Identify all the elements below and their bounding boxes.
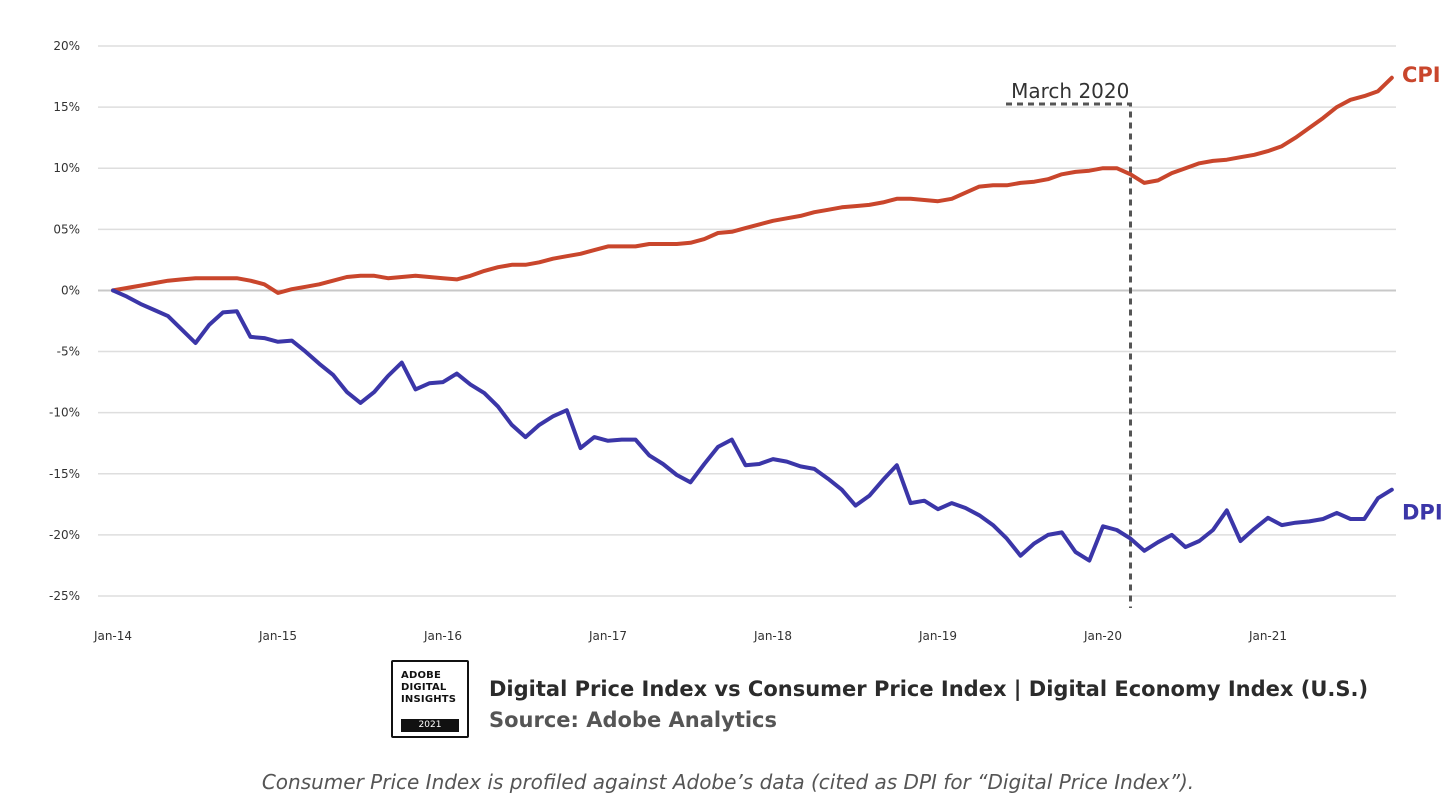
x-tick-label: Jan-17 xyxy=(588,629,627,643)
series-labels: CPI DPI xyxy=(1402,63,1443,525)
chart-source: Source: Adobe Analytics xyxy=(489,708,778,732)
y-tick-label: -20% xyxy=(49,528,80,542)
x-tick-label: Jan-18 xyxy=(753,629,792,643)
x-tick-label: Jan-16 xyxy=(423,629,462,643)
badge-line-1: ADOBE xyxy=(401,670,441,681)
x-axis-ticks: Jan-14 Jan-15 Jan-16 Jan-17 Jan-18 Jan-19 Jan-… xyxy=(93,629,1287,643)
y-tick-label: 15% xyxy=(53,100,80,114)
x-tick-label: Jan-20 xyxy=(1083,629,1122,643)
adobe-digital-insights-logo: ADOBE DIGITAL INSIGHTS 2021 xyxy=(391,660,469,738)
y-tick-label: 0% xyxy=(61,283,80,297)
series-line-dpi xyxy=(111,288,1394,563)
y-tick-label: -25% xyxy=(49,589,80,603)
x-tick-label: Jan-14 xyxy=(93,629,132,643)
y-tick-label: 20% xyxy=(53,39,80,53)
annotation-label: March 2020 xyxy=(1011,79,1129,103)
y-tick-label: 05% xyxy=(53,222,80,236)
y-tick-label: -5% xyxy=(57,345,80,359)
x-tick-label: Jan-15 xyxy=(258,629,297,643)
annotation-marker-line xyxy=(1006,102,1132,608)
badge-line-2: DIGITAL xyxy=(401,682,447,693)
y-tick-label: -10% xyxy=(49,406,80,420)
chart-caption: Consumer Price Index is profiled against… xyxy=(261,770,1195,794)
badge-line-3: INSIGHTS xyxy=(401,694,457,705)
y-axis-ticks: 20% 15% 10% 05% 0% -5% -10% -15% -20% -25% xyxy=(49,39,80,603)
x-tick-label: Jan-19 xyxy=(918,629,957,643)
series-lines xyxy=(111,75,1394,563)
y-tick-label: 10% xyxy=(53,161,80,175)
badge-year: 2021 xyxy=(401,719,459,732)
series-label-cpi: CPI xyxy=(1402,63,1441,87)
gridlines xyxy=(98,45,1396,597)
series-line-cpi xyxy=(111,75,1394,295)
line-chart: 20% 15% 10% 05% 0% -5% -10% -15% -20% -25% Jan-14… xyxy=(49,39,1443,643)
y-tick-label: -15% xyxy=(49,467,80,481)
series-label-dpi: DPI xyxy=(1402,501,1443,525)
march-2020-annotation: March 2020 xyxy=(1006,79,1132,608)
chart-footer-title: Digital Price Index vs Consumer Price In… xyxy=(489,677,1369,701)
x-tick-label: Jan-21 xyxy=(1248,629,1287,643)
